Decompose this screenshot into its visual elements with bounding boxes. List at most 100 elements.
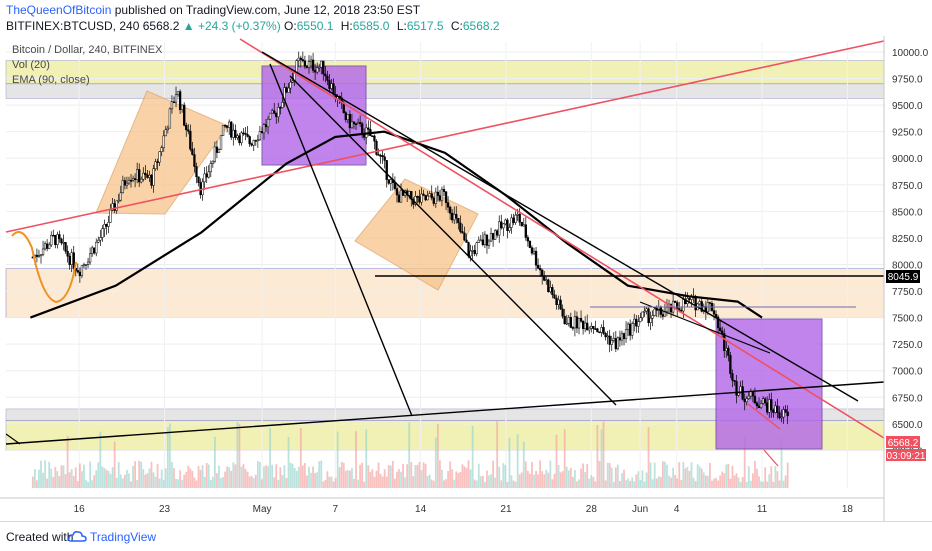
volume-bar (148, 468, 151, 488)
candle-body (275, 113, 278, 118)
volume-bar (451, 469, 454, 488)
candle-body (62, 242, 65, 244)
candle-body (581, 320, 585, 329)
volume-bar (136, 480, 139, 488)
volume-bar (676, 478, 679, 488)
candle-body (234, 129, 237, 138)
volume-bar (303, 463, 306, 488)
volume-bar (267, 466, 269, 488)
candle-body (631, 323, 634, 336)
candle-body (387, 179, 390, 184)
volume-bar (596, 424, 599, 488)
price-chart[interactable]: 10000.0 9750.0 9500.0 9250.0 9000.0 8750.0 850… (0, 36, 932, 521)
candle-body (526, 237, 530, 242)
candle-body (588, 327, 591, 331)
candle-body (291, 80, 294, 83)
candle-body (459, 222, 462, 232)
volume-bar (363, 481, 366, 488)
candle-body (91, 247, 94, 255)
volume-bar (606, 462, 609, 488)
volume-bar (394, 478, 396, 488)
candle-body (127, 179, 131, 184)
volume-bar (631, 477, 634, 488)
y-tick-label: 9750.0 (892, 75, 923, 86)
volume-bar (97, 462, 100, 488)
candle-body (694, 296, 697, 311)
volume-bar (479, 476, 482, 488)
volume-bar (109, 473, 112, 488)
candle-body (745, 398, 748, 403)
candle-body (324, 73, 327, 77)
candle-body (682, 299, 685, 312)
candle-body (446, 202, 450, 208)
volume-bar (398, 469, 400, 488)
volume-bar (36, 480, 38, 488)
volume-bar (653, 462, 656, 488)
volume-bar (218, 465, 220, 488)
volume-bar (639, 480, 642, 488)
candle-body (604, 333, 607, 338)
candle-body (721, 330, 724, 334)
candle-body (514, 214, 517, 223)
current-tag-bg (886, 436, 920, 448)
current-tag: 6568.2 (888, 438, 919, 449)
candle-body (735, 381, 738, 396)
volume-bar (387, 465, 390, 488)
volume-bar (201, 465, 204, 488)
volume-bar (751, 473, 754, 488)
time-axis[interactable]: 16 23 May 7 14 21 28 Jun 4 11 18 (0, 497, 884, 515)
candle-body (757, 405, 761, 408)
volume-bar (258, 461, 261, 488)
volume-bar (467, 460, 470, 488)
tradingview-logo[interactable]: TradingView (68, 528, 160, 546)
candle-body (608, 335, 611, 345)
candle-body (140, 178, 143, 183)
candle-body (377, 154, 380, 156)
candle-body (215, 146, 219, 153)
volume-bar (443, 480, 445, 488)
volume-bar (295, 470, 298, 488)
volume-bar (308, 466, 310, 488)
y-tick-label: 10000.0 (892, 48, 929, 59)
candle-body (64, 242, 67, 252)
footer: Created with TradingView (0, 521, 932, 551)
low-label: L: (396, 19, 407, 33)
candle-body (86, 261, 90, 265)
candle-body (733, 380, 736, 382)
candle-body (268, 112, 272, 120)
legend-title: Bitcoin / Dollar, 240, BITFINEX (12, 44, 163, 56)
volume-bar (236, 421, 239, 488)
legend-ema[interactable]: EMA (90, close) (12, 74, 90, 86)
candle-body (273, 110, 276, 114)
volume-bar (672, 467, 675, 488)
candle-body (295, 60, 298, 73)
candle-body (156, 161, 159, 163)
volume-bar (250, 475, 253, 488)
volume-bar (269, 427, 272, 488)
level-tag: 8045.9 (888, 272, 919, 283)
candle-body (600, 327, 603, 333)
candle-body (622, 333, 626, 340)
candle-body (420, 193, 423, 203)
legend-vol[interactable]: Vol (20) (12, 59, 50, 71)
x-tick-label: Jun (632, 504, 648, 515)
x-tick-label: 16 (74, 504, 86, 515)
candle-body (643, 310, 646, 313)
candle-body (183, 104, 186, 126)
volume-bar (160, 469, 163, 488)
volume-bar (445, 479, 447, 488)
candle-body (117, 199, 120, 202)
volume-bar (661, 461, 664, 488)
y-tick-label: 7000.0 (892, 367, 923, 378)
candle-body (457, 218, 460, 224)
candle-body (598, 331, 601, 334)
author-link[interactable]: TheQueenOfBitcoin (6, 3, 112, 17)
candle-body (266, 118, 270, 128)
candle-body (547, 279, 550, 292)
volume-bar (209, 479, 212, 488)
candle-body (440, 189, 444, 201)
candle-body (530, 247, 534, 254)
candle-body (84, 264, 88, 266)
y-tick-label: 6750.0 (892, 393, 923, 404)
candle-body (187, 129, 190, 132)
